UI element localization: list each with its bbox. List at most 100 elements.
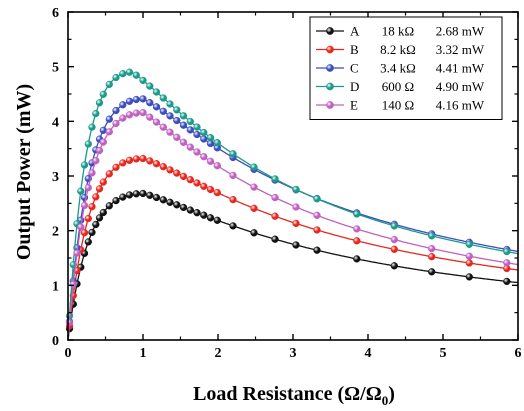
legend-power: 3.32 mW: [436, 42, 485, 57]
legend-label: D: [350, 79, 359, 94]
data-point: [152, 88, 161, 96]
data-point: [69, 280, 77, 289]
data-point: [213, 216, 221, 224]
data-point: [173, 106, 181, 114]
x-axis-title-main: Load Resistance (Ω/Ω: [193, 383, 382, 405]
data-point: [77, 187, 85, 195]
legend-label: C: [350, 61, 359, 76]
data-point: [206, 214, 215, 222]
data-point: [159, 107, 167, 115]
data-point: [152, 103, 161, 111]
data-point: [65, 318, 74, 327]
data-point: [132, 95, 140, 104]
data-point: [84, 140, 92, 148]
data-point: [193, 123, 201, 131]
data-point: [119, 70, 127, 78]
legend-resistance: 18 kΩ: [382, 24, 414, 39]
data-point: [428, 244, 436, 253]
y-tick-label: 4: [52, 115, 59, 130]
data-point: [132, 190, 140, 198]
data-point: [146, 113, 154, 121]
data-point: [179, 172, 188, 181]
data-point: [271, 235, 279, 243]
data-point: [95, 146, 104, 155]
data-point: [503, 247, 511, 256]
y-tick-label: 2: [52, 225, 59, 240]
data-point: [200, 153, 208, 161]
data-point: [186, 143, 194, 151]
data-point: [213, 139, 221, 147]
data-point: [80, 229, 89, 237]
data-point: [186, 117, 194, 126]
data-point: [229, 150, 237, 158]
data-point: [139, 95, 147, 103]
data-point: [88, 228, 96, 237]
data-point: [139, 76, 147, 85]
data-point: [465, 252, 473, 260]
data-point: [313, 211, 321, 219]
data-point: [353, 225, 361, 233]
data-point: [173, 169, 181, 177]
data-point: [250, 183, 258, 191]
data-point: [152, 118, 161, 126]
data-point: [99, 208, 107, 217]
data-point: [92, 157, 100, 165]
data-point: [88, 123, 96, 131]
legend-label: E: [350, 98, 358, 113]
data-point: [125, 68, 134, 76]
data-point: [428, 232, 436, 240]
data-point: [193, 209, 201, 217]
x-axis-title-subscript: 0: [382, 393, 389, 408]
data-point: [92, 109, 100, 118]
data-point: [428, 268, 436, 276]
data-point: [206, 134, 215, 142]
data-point: [125, 97, 134, 105]
x-tick-label: 5: [440, 346, 447, 361]
legend-power: 4.16 mW: [436, 98, 485, 113]
data-point: [390, 222, 398, 230]
data-point: [250, 204, 258, 212]
data-point: [186, 176, 194, 184]
axes-layer: 0 1 2 3 4 5 6 0 1 2 3 4 5 6: [52, 6, 522, 361]
data-point: [105, 170, 113, 178]
data-point: [173, 133, 181, 141]
legend-marker: [326, 27, 334, 35]
series-D: [65, 68, 519, 341]
data-point: [173, 201, 181, 209]
data-point: [88, 169, 96, 177]
data-point: [465, 259, 473, 267]
legend-resistance: 3.4 kΩ: [380, 61, 416, 76]
data-point: [159, 123, 167, 131]
data-point: [200, 128, 208, 137]
data-point: [292, 185, 300, 194]
data-point: [159, 196, 167, 204]
data-point: [152, 193, 161, 202]
data-point: [139, 108, 147, 117]
data-point: [125, 111, 134, 119]
data-point: [186, 126, 194, 134]
data-point: [73, 249, 81, 257]
y-tick-label: 5: [52, 61, 59, 76]
y-axis-title: Output Power (mW): [13, 84, 35, 260]
data-point: [503, 259, 511, 267]
data-point: [271, 212, 279, 220]
legend-entry-C: C 3.4 kΩ 4.41 mW: [316, 61, 485, 76]
legend-entry-D: D 600 Ω 4.90 mW: [316, 79, 485, 94]
legend-marker: [326, 45, 334, 54]
data-point: [206, 157, 215, 165]
legend-entry-B: B 8.2 kΩ 3.32 mW: [316, 42, 485, 57]
data-point: [292, 203, 300, 211]
data-point: [125, 191, 134, 199]
data-point: [250, 163, 258, 171]
data-point: [112, 119, 120, 128]
data-point: [139, 189, 147, 198]
data-point: [95, 99, 104, 107]
data-point: [179, 138, 188, 146]
data-point: [353, 210, 361, 218]
data-point: [229, 195, 237, 204]
data-point: [99, 126, 107, 134]
x-tick-label: 0: [65, 346, 72, 361]
data-point: [313, 195, 321, 203]
data-point: [99, 178, 107, 186]
legend-label: B: [350, 42, 359, 57]
